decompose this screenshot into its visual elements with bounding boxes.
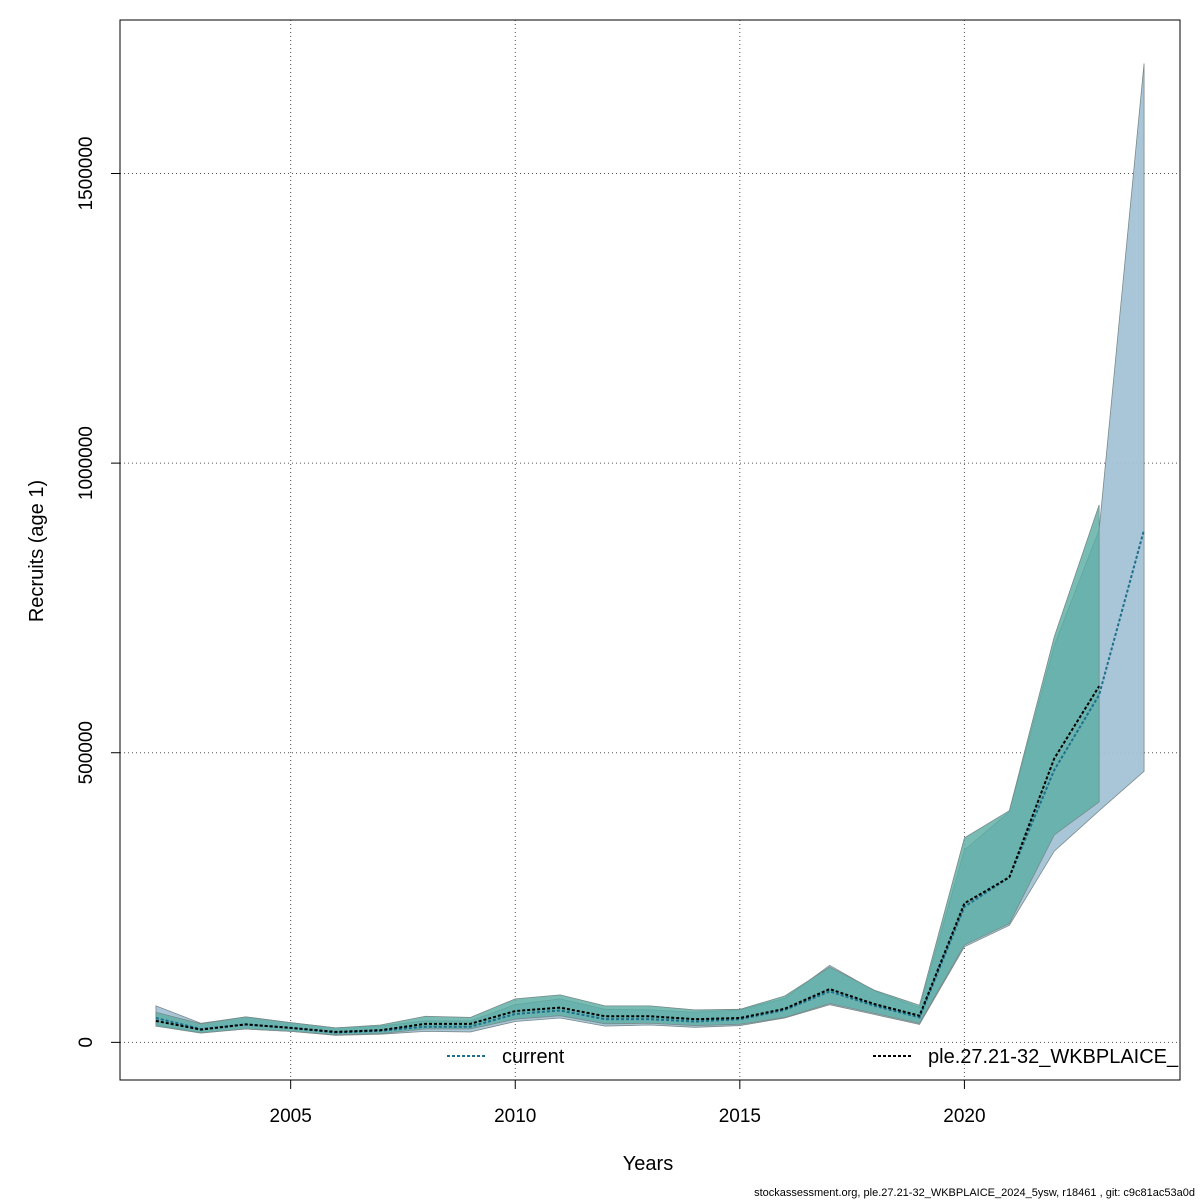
plot-frame [119,19,1181,1081]
x-tick-label-2: 2015 [719,1106,761,1127]
y-tick-label-3: 1500000 [76,137,97,211]
y-axis-title: Recruits (age 1) [26,480,48,622]
confidence-bands [155,63,1145,1036]
y-axis: 0 500000 1000000 1500000 [76,137,120,1048]
legend: current ple.27.21-32_WKBPLAICE_ [447,1046,1179,1068]
y-tick-label-1: 500000 [76,721,97,784]
grid-lines [120,20,1180,1080]
series-lines [155,529,1146,1034]
x-tick-label-1: 2010 [494,1106,536,1127]
y-tick-label-0: 0 [76,1037,97,1048]
legend-label-wkbplaice: ple.27.21-32_WKBPLAICE_ [928,1046,1179,1068]
x-axis: 2005 2010 2015 2020 [270,1080,986,1127]
footer-credit: stockassessment.org, ple.27.21-32_WKBPLA… [754,1187,1195,1199]
line-series-0 [155,529,1146,1034]
x-tick-label-0: 2005 [270,1106,312,1127]
line-series-1 [155,685,1101,1033]
y-tick-label-2: 1000000 [76,426,97,500]
legend-label-current: current [502,1046,565,1068]
band-series-1 [155,504,1100,1036]
x-axis-title: Years [623,1153,673,1175]
x-tick-label-3: 2020 [943,1106,985,1127]
